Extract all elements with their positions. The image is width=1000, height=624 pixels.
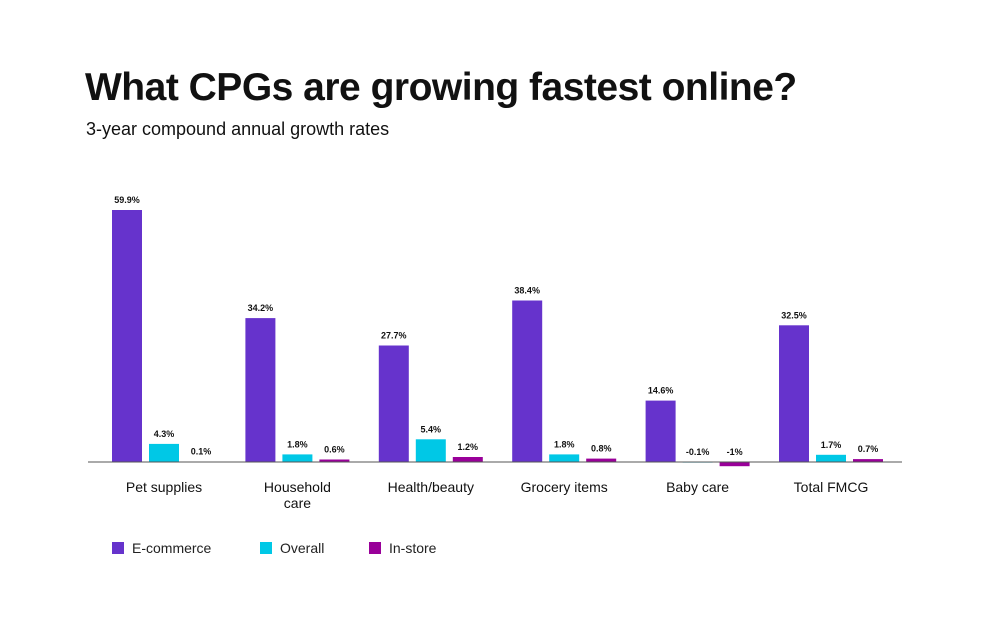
- data-label: 1.8%: [287, 439, 308, 449]
- category-label: Health/beauty: [388, 479, 474, 495]
- data-label: 1.2%: [458, 442, 479, 452]
- bar-overall: [149, 443, 179, 462]
- data-label: 1.8%: [554, 439, 575, 449]
- bar-overall: [282, 454, 313, 462]
- chart-subtitle: 3-year compound annual growth rates: [86, 119, 390, 139]
- data-label: 34.2%: [248, 303, 274, 313]
- legend-label-overall: Overall: [280, 540, 325, 556]
- legend-item-instore: In-store: [369, 540, 436, 556]
- data-label: 4.3%: [154, 429, 175, 439]
- bar-overall: [816, 454, 846, 462]
- bar-instore: [452, 457, 483, 462]
- category-label: Household care: [264, 479, 331, 511]
- bar-instore: [586, 458, 617, 462]
- data-label: 38.4%: [514, 286, 540, 296]
- legend-swatch-overall: [260, 542, 272, 554]
- legend-item-ecommerce: E-commerce: [112, 540, 211, 556]
- data-label: 59.9%: [114, 195, 140, 205]
- legend-swatch-ecommerce: [112, 542, 124, 554]
- bar-instore: [319, 459, 350, 462]
- category-label: Pet supplies: [126, 479, 202, 495]
- data-label: 32.5%: [781, 310, 807, 320]
- bar-ecommerce: [512, 300, 543, 462]
- bar-chart: 59.9% 4.3% 0.1% Pet supplies 34.2% 1.8% 0.6% Ho…: [88, 195, 902, 511]
- data-label: 0.1%: [191, 447, 212, 457]
- legend-item-overall: Overall: [260, 540, 324, 556]
- bar-instore: [719, 462, 750, 467]
- data-label: 0.7%: [858, 444, 879, 454]
- bar-ecommerce: [378, 345, 409, 462]
- data-label: 27.7%: [381, 331, 407, 341]
- bar-instore: [853, 459, 883, 462]
- data-label: 5.4%: [421, 424, 442, 434]
- data-label: 0.8%: [591, 444, 612, 454]
- legend-label-ecommerce: E-commerce: [132, 540, 212, 556]
- category-label: Grocery items: [521, 479, 608, 495]
- bar-ecommerce: [645, 400, 676, 462]
- bar-ecommerce: [779, 325, 809, 462]
- data-label: -1%: [727, 447, 743, 457]
- bar-overall: [415, 439, 446, 462]
- category-label: Total FMCG: [794, 479, 869, 495]
- bar-ecommerce: [245, 318, 276, 462]
- category-label: Baby care: [666, 479, 729, 495]
- data-label: 1.7%: [821, 440, 842, 450]
- legend-label-instore: In-store: [389, 540, 437, 556]
- bar-ecommerce: [112, 210, 142, 462]
- data-label: 14.6%: [648, 386, 674, 396]
- legend-swatch-instore: [369, 542, 381, 554]
- data-label: -0.1%: [686, 447, 710, 457]
- bar-overall: [549, 454, 580, 462]
- chart-title: What CPGs are growing fastest online?: [85, 66, 797, 109]
- data-label: 0.6%: [324, 445, 345, 455]
